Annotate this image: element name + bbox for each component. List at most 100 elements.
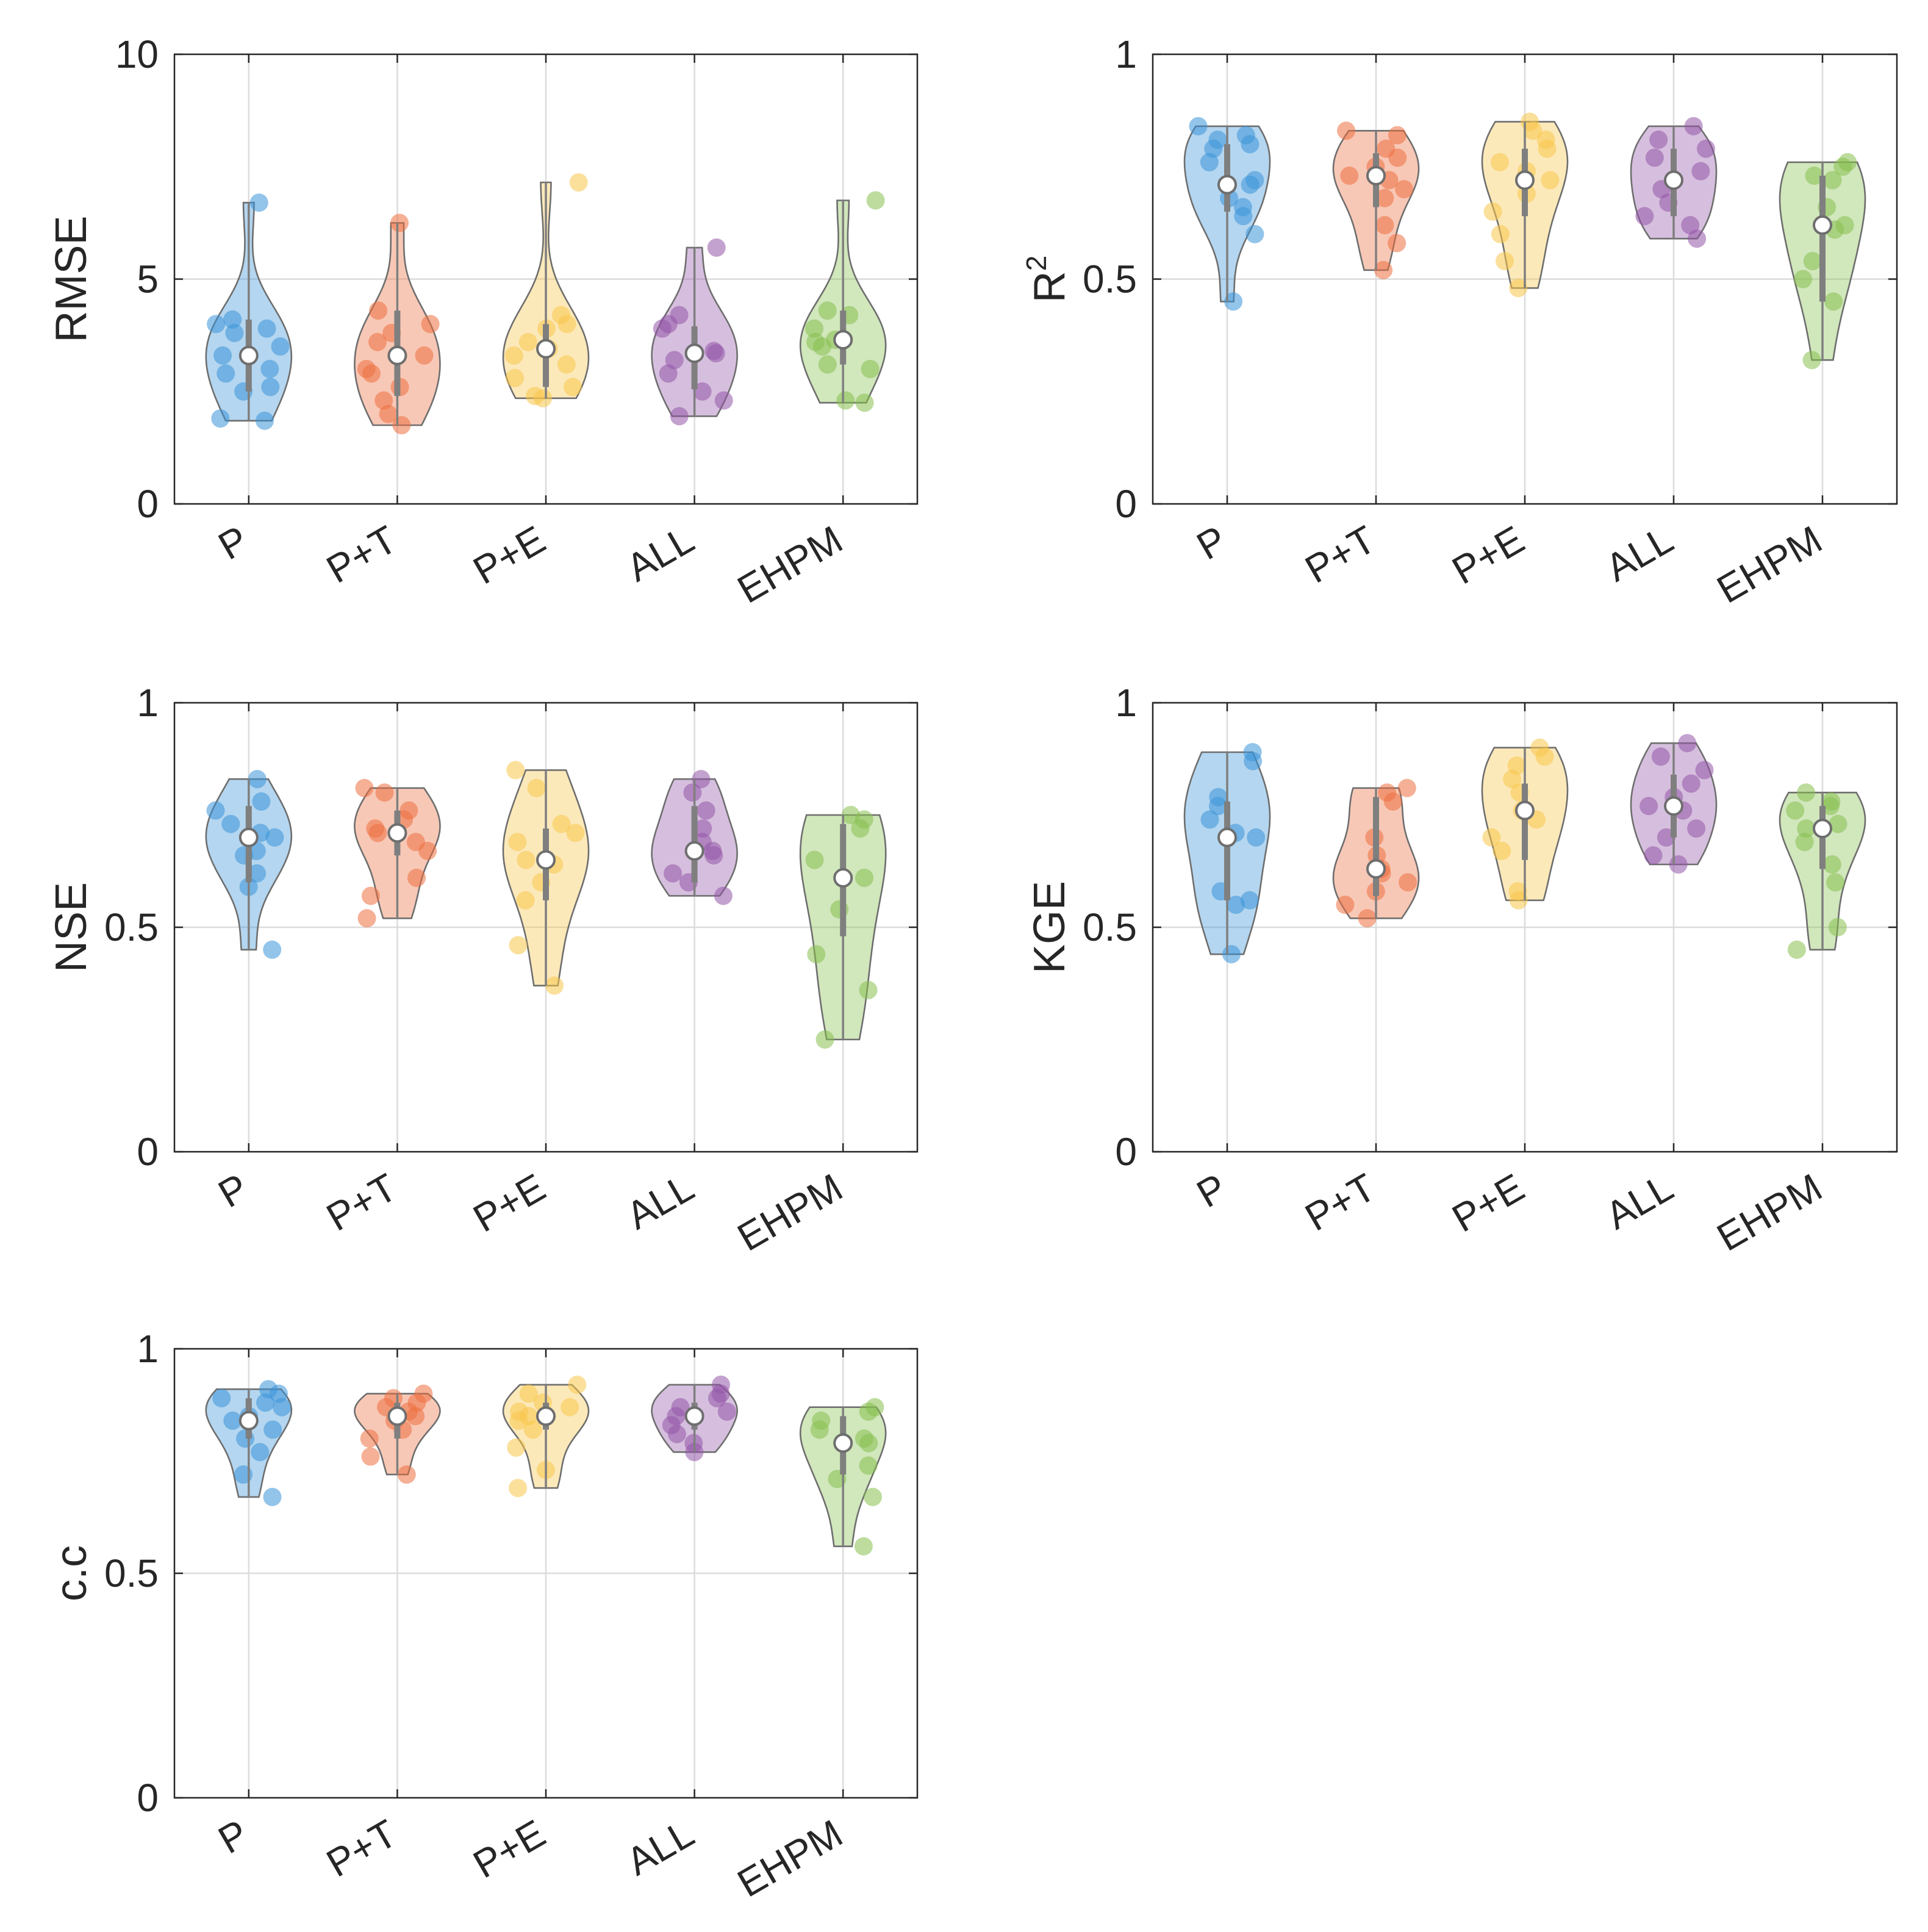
median-marker (387, 823, 407, 843)
median-marker (1366, 859, 1386, 879)
data-point (1209, 788, 1228, 806)
data-point (1787, 940, 1806, 959)
median-marker (1217, 827, 1237, 847)
axes-frame (1152, 53, 1898, 505)
y-axis-title: R2 (1020, 256, 1074, 303)
y-tick-label: 10 (115, 32, 159, 76)
data-point (517, 850, 536, 869)
data-point (1496, 252, 1514, 270)
data-point (1358, 909, 1377, 928)
data-point (212, 1389, 231, 1407)
data-point (854, 1537, 873, 1556)
violin-p-e (502, 761, 590, 995)
data-point (225, 323, 244, 342)
data-point (818, 301, 837, 320)
x-tick-label: ALL (1598, 1165, 1680, 1238)
data-point (664, 864, 683, 883)
data-point (1669, 855, 1688, 874)
data-point (1826, 873, 1845, 892)
data-point (1491, 153, 1509, 171)
y-tick-label: 1 (137, 1327, 159, 1371)
y-tick-label: 0 (1115, 1130, 1137, 1174)
data-point (509, 936, 528, 955)
panel-5: 0 0.5 1 P P+T P+E ALL EHPM c.c (47, 1327, 919, 1906)
x-tick-label: P (211, 517, 256, 569)
data-point (1795, 833, 1814, 852)
data-point (861, 359, 880, 378)
violin-p (1183, 743, 1271, 964)
data-point (1375, 189, 1394, 207)
median-marker (387, 1406, 407, 1426)
data-point (551, 306, 570, 325)
data-point (1536, 131, 1555, 149)
x-tick-label: P+E (1445, 517, 1532, 593)
x-tick-label: EHPM (1710, 1165, 1829, 1260)
data-point (564, 378, 582, 397)
data-point (248, 864, 267, 883)
violin-p-t (1332, 778, 1420, 928)
data-point (1541, 171, 1560, 190)
y-tick-label: 0.5 (1083, 257, 1137, 301)
y-tick-label: 5 (137, 257, 159, 301)
data-point (1245, 171, 1264, 190)
data-point (516, 891, 535, 910)
data-point (812, 1411, 831, 1430)
x-tick-label: ALL (619, 1165, 701, 1238)
data-point (1835, 216, 1854, 235)
data-point (1824, 292, 1843, 311)
data-point (1224, 292, 1243, 311)
data-point (855, 1429, 873, 1448)
violin-all (651, 770, 738, 905)
violin-p-e (1481, 112, 1569, 298)
median-marker (238, 1410, 259, 1431)
data-point (1635, 207, 1654, 226)
data-point (1681, 216, 1700, 235)
data-point (1397, 778, 1416, 797)
violin-p-t (354, 778, 441, 928)
violin-all (1630, 734, 1718, 874)
data-point (841, 806, 860, 824)
median-marker (1664, 170, 1683, 190)
y-tick-label: 0 (137, 482, 159, 526)
data-point (406, 833, 425, 852)
median-marker (684, 343, 704, 364)
median-marker (1664, 796, 1683, 816)
data-point (1240, 891, 1259, 910)
data-point (1200, 810, 1219, 829)
data-point (1399, 873, 1417, 892)
median-marker (1515, 800, 1535, 821)
data-point (1822, 792, 1841, 811)
y-tick-label: 0.5 (104, 1551, 159, 1595)
data-point (818, 355, 837, 374)
data-point (855, 869, 874, 887)
data-point (807, 945, 826, 964)
data-point (1233, 198, 1252, 217)
median-marker (536, 339, 556, 359)
data-point (1337, 121, 1356, 140)
median-marker (1366, 165, 1386, 185)
x-tick-label: EHPM (730, 1165, 850, 1260)
data-point (859, 1456, 878, 1475)
median-marker (684, 841, 704, 861)
x-tick-label: EHPM (730, 517, 850, 612)
data-point (509, 1479, 528, 1498)
data-point (692, 770, 711, 789)
x-tick-label: P+T (319, 1811, 404, 1886)
data-point (1377, 139, 1396, 158)
data-point (207, 315, 226, 334)
data-point (217, 364, 235, 383)
data-point (357, 359, 376, 378)
violin-all (1630, 117, 1718, 248)
data-point (357, 909, 376, 928)
data-point (366, 819, 385, 838)
data-point (712, 1375, 730, 1394)
median-marker (1813, 215, 1832, 235)
data-point (1378, 783, 1397, 802)
data-point (1482, 828, 1501, 847)
data-point (717, 1402, 736, 1421)
x-tick-label: P+T (319, 517, 404, 592)
panel-1: 0 5 10 P P+T P+E ALL EHPM RMSE (47, 32, 919, 612)
violin-p (205, 770, 293, 959)
data-point (355, 778, 374, 797)
